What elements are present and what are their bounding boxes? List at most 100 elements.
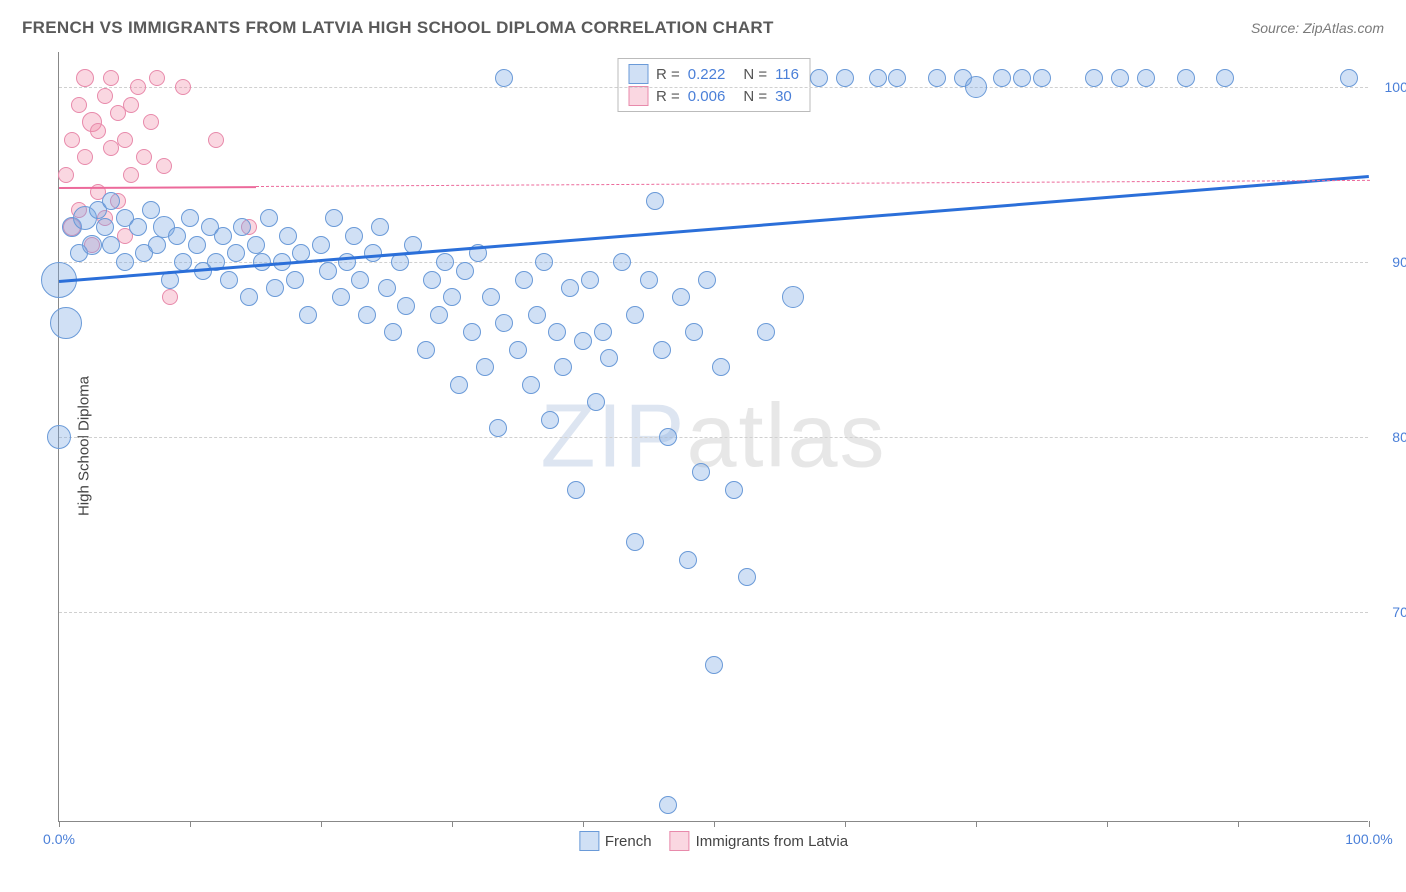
scatter-point-french xyxy=(312,236,330,254)
scatter-point-french xyxy=(319,262,337,280)
scatter-point-french xyxy=(142,201,160,219)
scatter-point-french xyxy=(345,227,363,245)
scatter-point-latvia xyxy=(71,97,87,113)
scatter-point-french xyxy=(50,307,82,339)
scatter-point-french xyxy=(476,358,494,376)
scatter-point-french xyxy=(96,218,114,236)
trend-line xyxy=(59,186,256,189)
scatter-point-french xyxy=(1216,69,1234,87)
scatter-point-french xyxy=(692,463,710,481)
legend-series: French Immigrants from Latvia xyxy=(579,831,848,851)
y-tick-label: 90.0% xyxy=(1392,254,1406,270)
watermark-suffix: atlas xyxy=(686,386,886,486)
x-tick xyxy=(190,821,191,827)
scatter-point-french xyxy=(443,288,461,306)
scatter-point-french xyxy=(417,341,435,359)
legend-stats: R =0.222N =116R =0.006N =30 xyxy=(617,58,810,112)
scatter-point-french xyxy=(567,481,585,499)
scatter-point-french xyxy=(1085,69,1103,87)
scatter-point-french xyxy=(1137,69,1155,87)
scatter-point-french xyxy=(430,306,448,324)
scatter-point-french xyxy=(266,279,284,297)
scatter-point-french xyxy=(1340,69,1358,87)
scatter-point-french xyxy=(672,288,690,306)
scatter-point-french xyxy=(489,419,507,437)
x-tick-label: 0.0% xyxy=(43,831,75,847)
scatter-point-french xyxy=(626,306,644,324)
legend-stats-row: R =0.222N =116 xyxy=(628,63,799,85)
scatter-point-french xyxy=(581,271,599,289)
y-tick-label: 100.0% xyxy=(1385,79,1406,95)
scatter-point-french xyxy=(102,236,120,254)
legend-label: Immigrants from Latvia xyxy=(696,833,849,850)
scatter-point-french xyxy=(168,227,186,245)
scatter-point-latvia xyxy=(117,132,133,148)
scatter-point-french xyxy=(626,533,644,551)
x-tick xyxy=(59,821,60,827)
scatter-point-french xyxy=(541,411,559,429)
scatter-point-latvia xyxy=(58,167,74,183)
scatter-point-french xyxy=(378,279,396,297)
n-label: N = xyxy=(743,66,767,83)
scatter-point-french xyxy=(561,279,579,297)
scatter-point-french xyxy=(509,341,527,359)
y-tick-label: 80.0% xyxy=(1392,429,1406,445)
scatter-point-french xyxy=(782,286,804,308)
r-value: 0.222 xyxy=(688,66,726,83)
source-attribution: Source: ZipAtlas.com xyxy=(1251,20,1384,36)
trend-line-dashed xyxy=(255,180,1369,187)
x-tick xyxy=(714,821,715,827)
x-tick-label: 100.0% xyxy=(1345,831,1392,847)
scatter-point-french xyxy=(174,253,192,271)
scatter-point-french xyxy=(554,358,572,376)
scatter-point-latvia xyxy=(208,132,224,148)
scatter-point-french xyxy=(522,376,540,394)
scatter-point-french xyxy=(220,271,238,289)
scatter-point-french xyxy=(965,76,987,98)
scatter-point-french xyxy=(659,428,677,446)
scatter-point-french xyxy=(240,288,258,306)
legend-item: French xyxy=(579,831,652,851)
legend-item: Immigrants from Latvia xyxy=(670,831,849,851)
plot-area: ZIPatlas R =0.222N =116R =0.006N =30 Fre… xyxy=(58,52,1368,822)
scatter-point-latvia xyxy=(136,149,152,165)
scatter-point-french xyxy=(1033,69,1051,87)
scatter-point-french xyxy=(653,341,671,359)
scatter-point-latvia xyxy=(64,132,80,148)
scatter-point-latvia xyxy=(103,70,119,86)
scatter-point-latvia xyxy=(90,123,106,139)
scatter-point-latvia xyxy=(130,79,146,95)
scatter-point-french xyxy=(436,253,454,271)
scatter-point-french xyxy=(332,288,350,306)
x-tick xyxy=(321,821,322,827)
scatter-point-french xyxy=(928,69,946,87)
legend-stats-row: R =0.006N =30 xyxy=(628,85,799,107)
x-tick xyxy=(1107,821,1108,827)
scatter-point-french xyxy=(463,323,481,341)
chart-title: FRENCH VS IMMIGRANTS FROM LATVIA HIGH SC… xyxy=(22,18,774,38)
scatter-point-latvia xyxy=(149,70,165,86)
scatter-point-french xyxy=(836,69,854,87)
scatter-point-french xyxy=(102,192,120,210)
scatter-point-french xyxy=(535,253,553,271)
n-value: 30 xyxy=(775,88,792,105)
scatter-point-latvia xyxy=(77,149,93,165)
scatter-point-french xyxy=(888,69,906,87)
n-label: N = xyxy=(743,88,767,105)
scatter-point-latvia xyxy=(156,158,172,174)
x-tick xyxy=(976,821,977,827)
scatter-point-latvia xyxy=(123,97,139,113)
scatter-point-french xyxy=(233,218,251,236)
legend-label: French xyxy=(605,833,652,850)
legend-swatch xyxy=(579,831,599,851)
gridline xyxy=(59,612,1368,613)
scatter-point-french xyxy=(384,323,402,341)
scatter-point-french xyxy=(528,306,546,324)
scatter-point-french xyxy=(738,568,756,586)
scatter-point-french xyxy=(495,69,513,87)
scatter-point-french xyxy=(371,218,389,236)
scatter-point-french xyxy=(712,358,730,376)
header: FRENCH VS IMMIGRANTS FROM LATVIA HIGH SC… xyxy=(22,18,1384,38)
scatter-point-french xyxy=(594,323,612,341)
scatter-point-french xyxy=(869,69,887,87)
